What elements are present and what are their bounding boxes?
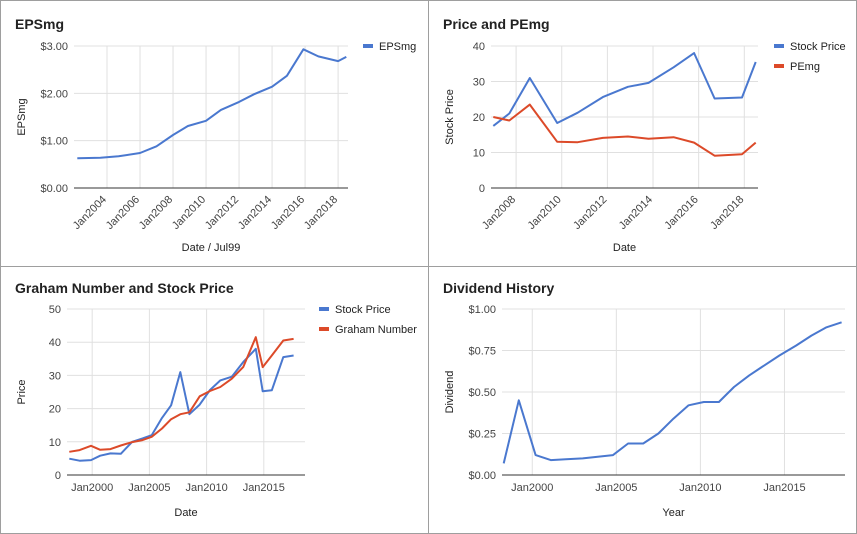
dividend-ytick-label: $0.25: [468, 429, 496, 441]
graham-xtick-label: Jan2005: [128, 482, 170, 494]
legend-swatch: [774, 64, 784, 68]
epsmg-xtick-label: Jan2006: [104, 194, 142, 232]
price-pemg-xaxis-label: Date: [613, 242, 636, 254]
graham-yaxis-label: Price: [16, 379, 28, 404]
epsmg-ytick-label: $2.00: [40, 88, 68, 100]
dividend-title: Dividend History: [443, 280, 554, 296]
epsmg-ytick-label: $3.00: [40, 41, 68, 53]
legend-label: Graham Number: [335, 324, 417, 336]
chart-epsmg-svg: EPSmg$0.00$1.00$2.00$3.00Jan2004Jan2006J…: [15, 16, 416, 254]
epsmg-xtick-label: Jan2004: [71, 194, 109, 232]
graham-line-stock-price: [69, 347, 294, 462]
graham-xtick-label: Jan2000: [71, 482, 113, 494]
price-pemg-xtick-label: Jan2018: [708, 194, 746, 232]
price-pemg-ytick-label: 40: [473, 41, 485, 53]
graham-ytick-label: 10: [49, 437, 61, 449]
dividend-xtick-label: Jan2000: [511, 482, 553, 494]
graham-xtick-label: Jan2015: [243, 482, 285, 494]
epsmg-xtick-label: Jan2014: [236, 194, 274, 232]
legend-swatch: [774, 44, 784, 48]
graham-ytick-label: 40: [49, 337, 61, 349]
price-pemg-line-stock-price: [492, 52, 757, 127]
price-pemg-xtick-label: Jan2016: [662, 194, 700, 232]
price-pemg-xtick-label: Jan2014: [617, 194, 655, 232]
legend-item-epsmg-epsmg: EPSmg: [363, 41, 416, 53]
dividend-xaxis-label: Year: [662, 507, 685, 519]
epsmg-ytick-label: $1.00: [40, 136, 68, 148]
graham-xaxis-label: Date: [174, 507, 197, 519]
legend-label: PEmg: [790, 61, 820, 73]
dividend-ytick-label: $0.00: [468, 470, 496, 482]
legend-item-graham-stock-price: Stock Price: [319, 304, 391, 316]
legend-swatch: [319, 307, 329, 311]
dividend-line-series-0: [502, 321, 842, 464]
legend-label: EPSmg: [379, 41, 416, 53]
dividend-yaxis-label: Dividend: [444, 371, 456, 414]
legend-swatch: [319, 327, 329, 331]
graham-xtick-label: Jan2010: [185, 482, 227, 494]
dividend-ytick-label: $0.50: [468, 387, 496, 399]
legend-item-price-pemg-pemg: PEmg: [774, 61, 820, 73]
legend-label: Stock Price: [335, 304, 391, 316]
price-pemg-ytick-label: 0: [479, 183, 485, 195]
price-pemg-xtick-label: Jan2012: [571, 194, 609, 232]
chart-panel-price-pemg: Price and PEmg 0 10 20 30 40 Jan2008 Jan2010 Jan…: [428, 0, 857, 267]
legend-item-price-pemg-stock-price: Stock Price: [774, 41, 846, 53]
epsmg-xtick-label: Jan2008: [137, 194, 175, 232]
graham-ytick-label: 0: [55, 470, 61, 482]
dividend-xtick-label: Jan2005: [595, 482, 637, 494]
price-pemg-yaxis-label: Stock Price: [444, 89, 456, 145]
epsmg-xtick-label: Jan2012: [203, 194, 241, 232]
epsmg-xtick-label: Jan2010: [170, 194, 208, 232]
price-pemg-ytick-label: 10: [473, 148, 485, 160]
graham-ytick-label: 20: [49, 404, 61, 416]
graham-ytick-label: 30: [49, 370, 61, 382]
price-pemg-xtick-label: Jan2010: [526, 194, 564, 232]
dividend-ytick-label: $0.75: [468, 346, 496, 358]
legend-item-graham-graham-number: Graham Number: [319, 324, 417, 336]
graham-line-graham-number: [69, 336, 294, 453]
epsmg-xaxis-label: Date / Jul99: [182, 242, 241, 254]
epsmg-ytick-label: $0.00: [40, 183, 68, 195]
price-pemg-ytick-label: 20: [473, 112, 485, 124]
chart-panel-epsmg: EPSmg $0.00 $1.00 $2.00 $3.00 Jan2004 Jan2006 J…: [0, 0, 429, 267]
legend-swatch: [363, 44, 373, 48]
price-pemg-line-pemg: [493, 103, 757, 157]
epsmg-title: EPSmg: [15, 16, 64, 32]
epsmg-xtick-label: Jan2016: [269, 194, 307, 232]
chart-dividend-svg: Dividend History $0.00 $0.25 $0.50 $0.75 $1.0…: [443, 280, 845, 519]
epsmg-yaxis-label: EPSmg: [16, 98, 28, 135]
legend-label: Stock Price: [790, 41, 846, 53]
price-pemg-title: Price and PEmg: [443, 16, 550, 32]
dividend-xtick-label: Jan2010: [679, 482, 721, 494]
chart-panel-dividend: Dividend History $0.00 $0.25 $0.50 $0.75 $1.0…: [428, 266, 857, 534]
dividend-xtick-label: Jan2015: [763, 482, 805, 494]
price-pemg-ytick-label: 30: [473, 77, 485, 89]
dividend-ytick-label: $1.00: [468, 304, 496, 316]
price-pemg-xtick-label: Jan2008: [480, 194, 518, 232]
epsmg-xtick-label: Jan2018: [302, 194, 340, 232]
chart-panel-graham: Graham Number and Stock Price 0 10 20 30 40 50…: [0, 266, 429, 534]
graham-ytick-label: 50: [49, 304, 61, 316]
chart-graham-svg: Graham Number and Stock Price 0 10 20 30 40 50…: [15, 280, 417, 519]
graham-title: Graham Number and Stock Price: [15, 280, 234, 296]
epsmg-line-epsmg: [77, 48, 347, 160]
